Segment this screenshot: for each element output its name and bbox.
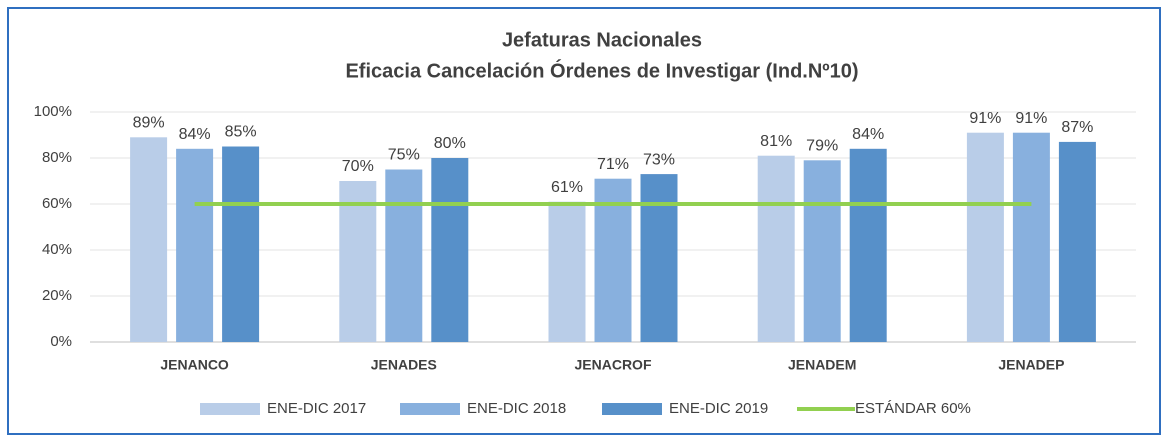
x-tick-label: JENADES xyxy=(371,357,437,373)
bar xyxy=(803,160,841,342)
bar xyxy=(640,174,678,342)
data-label: 91% xyxy=(1015,110,1047,127)
data-label: 80% xyxy=(434,135,466,152)
legend-label: ENE-DIC 2019 xyxy=(669,400,768,417)
legend-swatch xyxy=(400,403,460,415)
x-tick-label: JENACROF xyxy=(574,357,651,373)
data-label: 61% xyxy=(551,179,583,196)
data-label: 91% xyxy=(969,110,1001,127)
y-tick-label: 20% xyxy=(42,287,72,304)
data-label: 84% xyxy=(852,126,884,143)
data-label: 85% xyxy=(225,124,257,141)
bar xyxy=(757,155,795,342)
bar xyxy=(431,158,469,342)
bar xyxy=(176,148,214,342)
data-label: 79% xyxy=(806,138,838,155)
legend-swatch xyxy=(200,403,260,415)
bar xyxy=(1012,132,1050,342)
bar xyxy=(339,181,377,342)
data-label: 84% xyxy=(179,126,211,143)
data-label: 81% xyxy=(760,133,792,150)
x-tick-label: JENANCO xyxy=(160,357,229,373)
legend-swatch xyxy=(602,403,662,415)
chart-subtitle: Eficacia Cancelación Órdenes de Investig… xyxy=(345,58,858,82)
y-tick-label: 60% xyxy=(42,195,72,212)
data-label: 89% xyxy=(133,115,165,132)
legend-label: ESTÁNDAR 60% xyxy=(855,400,971,417)
bar xyxy=(385,169,423,342)
bar xyxy=(130,137,168,342)
bar xyxy=(1058,141,1096,342)
y-tick-label: 100% xyxy=(34,103,72,120)
chart-title: Jefaturas Nacionales xyxy=(502,29,702,51)
data-label: 71% xyxy=(597,156,629,173)
data-label: 87% xyxy=(1061,119,1093,136)
y-tick-label: 80% xyxy=(42,149,72,166)
legend-label: ENE-DIC 2018 xyxy=(467,400,566,417)
bar xyxy=(849,148,887,342)
legend-label: ENE-DIC 2017 xyxy=(267,400,366,417)
bar xyxy=(548,201,586,342)
bar xyxy=(222,146,260,342)
y-tick-label: 40% xyxy=(42,241,72,258)
x-tick-label: JENADEM xyxy=(788,357,856,373)
data-label: 73% xyxy=(643,151,675,168)
data-label: 75% xyxy=(388,147,420,164)
bar xyxy=(966,132,1004,342)
x-tick-label: JENADEP xyxy=(998,357,1064,373)
data-label: 70% xyxy=(342,158,374,175)
y-tick-label: 0% xyxy=(50,333,72,350)
